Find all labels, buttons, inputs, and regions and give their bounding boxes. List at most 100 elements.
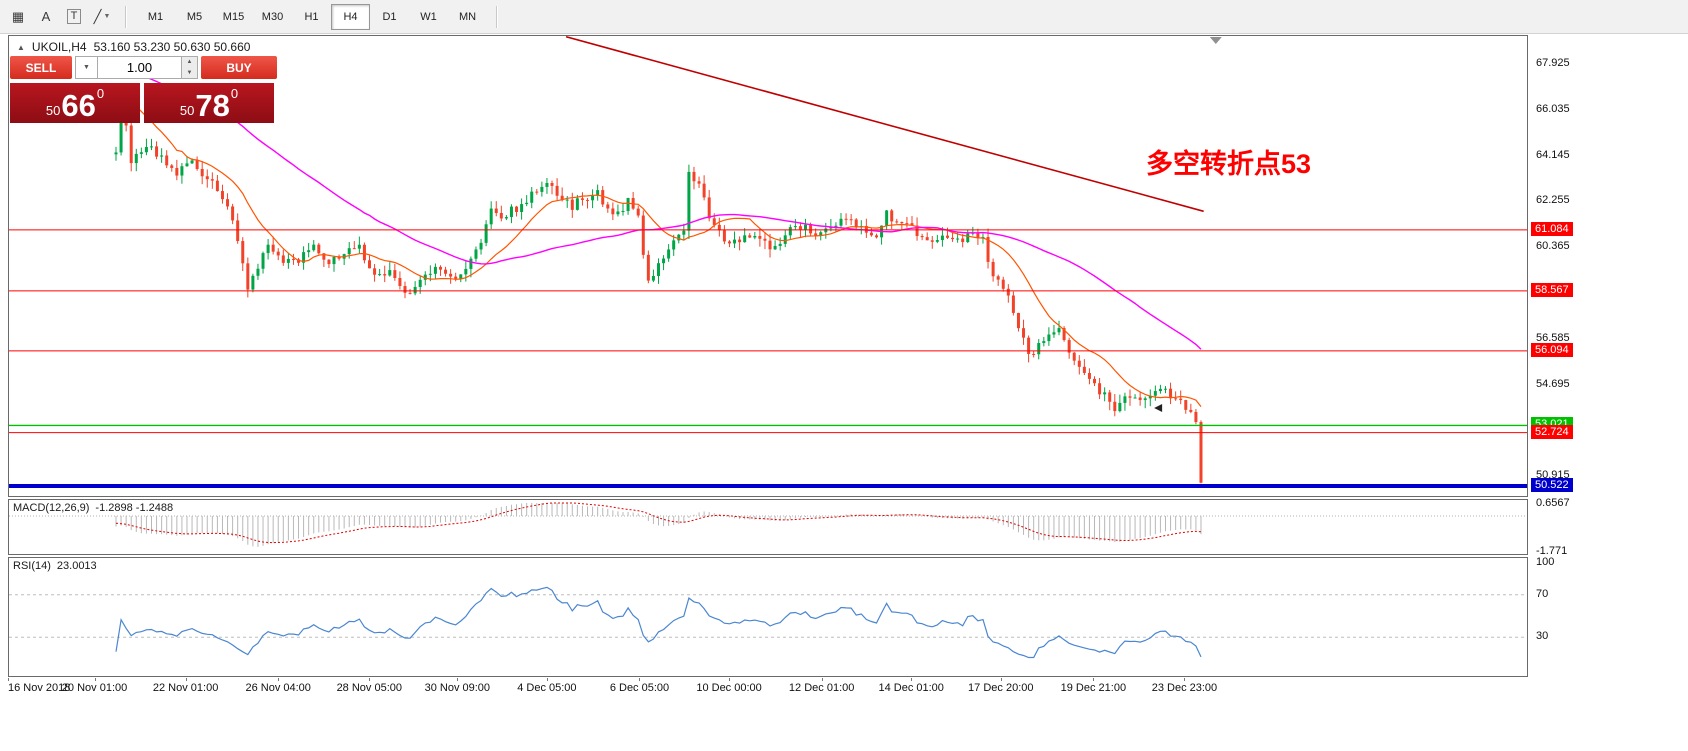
price-line-badge: 61.084	[1531, 221, 1573, 236]
quote-row: 50 66 0 50 78 0	[10, 83, 277, 123]
macd-values: -1.2898 -1.2488	[95, 502, 174, 514]
timeframe-m1[interactable]: M1	[147, 10, 164, 23]
price-line-badge: 52.724	[1531, 424, 1573, 439]
time-tick	[821, 678, 823, 681]
stepper-up-icon[interactable]: ▲	[182, 57, 197, 68]
time-tick	[639, 678, 641, 681]
macd-axis[interactable]: 0.6567 -1.771	[1527, 497, 1688, 557]
time-tick	[278, 678, 280, 681]
bid-quote[interactable]: 50 66 0	[10, 83, 140, 123]
chart-shift-marker-icon	[1209, 37, 1222, 44]
timeframe-w1[interactable]: W1	[420, 10, 437, 23]
time-tick	[8, 678, 9, 681]
volume-stepper[interactable]: ▲ ▼	[182, 56, 198, 79]
time-label: 28 Nov 05:00	[336, 682, 402, 694]
price-tick-label: 66.035	[1536, 102, 1570, 115]
time-label: 26 Nov 04:00	[245, 682, 311, 694]
price-line-badge: 50.522	[1531, 478, 1573, 492]
timeframe-m15[interactable]: M15	[222, 10, 245, 23]
time-tick	[457, 678, 459, 681]
ask-quote[interactable]: 50 78 0	[144, 83, 274, 123]
time-tick	[1000, 678, 1002, 681]
timeframe-h4[interactable]: H4	[331, 3, 370, 30]
symbol-label: UKOIL,H4	[31, 40, 87, 54]
price-tick-label: 67.925	[1536, 57, 1570, 69]
descending-trendline	[565, 36, 1204, 213]
time-tick	[546, 678, 548, 681]
time-label: 12 Dec 01:00	[788, 682, 855, 694]
bid-small-digits: 50	[45, 103, 61, 118]
macd-svg[interactable]	[9, 500, 1527, 554]
timeframe-h1[interactable]: H1	[304, 10, 319, 23]
drawing-tools-group: ▦ A T ╱ ▼	[0, 5, 120, 29]
time-label: 22 Nov 01:00	[152, 682, 219, 694]
time-tick	[369, 678, 371, 681]
volume-dropdown[interactable]: ▼	[75, 56, 98, 79]
trade-row: SELL ▼ ▲ ▼ BUY	[10, 56, 277, 79]
toolbar-separator	[496, 5, 498, 28]
sell-button[interactable]: SELL	[10, 56, 72, 79]
chevron-down-icon: ▼	[103, 13, 111, 20]
stepper-down-icon[interactable]: ▼	[182, 67, 197, 78]
timeframe-buttons: M1 M5 M15 M30 H1 H4 D1 W1 MN	[132, 3, 491, 30]
rsi-values: 23.0013	[56, 560, 97, 572]
grid-tool-icon[interactable]: ▦	[11, 8, 25, 24]
ma-slow-line	[115, 64, 1202, 350]
text-tool-icon[interactable]: A	[41, 9, 51, 24]
rsi-svg[interactable]	[9, 558, 1527, 676]
time-axis[interactable]: 16 Nov 2018 20 Nov 01:00 22 Nov 01:00 26 No…	[8, 678, 1526, 696]
toolbar-separator	[125, 5, 127, 28]
time-tick	[94, 678, 96, 681]
toolbar: ▦ A T ╱ ▼ M1 M5 M15 M30 H1 H4 D1 W1 MN	[0, 0, 1688, 34]
price-chart-svg[interactable]	[9, 36, 1527, 496]
main-chart-panel[interactable]: ▲ UKOIL,H4 53.160 53.230 50.630 50.660 S…	[8, 35, 1528, 497]
bid-big-digits: 66	[61, 88, 96, 123]
macd-axis-label: 0.6567	[1536, 497, 1570, 509]
price-axis[interactable]: 67.925 66.035 64.145 62.255 60.365 56.585 54.6…	[1527, 35, 1688, 497]
left-arrow-marker-icon	[1154, 403, 1163, 412]
price-tick-label: 62.255	[1536, 194, 1570, 207]
ma-fast-line	[115, 89, 1202, 407]
rsi-axis-label: 30	[1536, 630, 1549, 643]
rsi-line	[115, 586, 1202, 659]
time-label: 4 Dec 05:00	[517, 682, 577, 694]
timeframe-m30[interactable]: M30	[261, 10, 284, 23]
price-line-badge: 58.567	[1531, 282, 1573, 297]
rsi-axis[interactable]: 100 70 30	[1527, 556, 1688, 677]
chart-header: ▲ UKOIL,H4 53.160 53.230 50.630 50.660	[17, 40, 250, 54]
volume-input[interactable]	[98, 56, 182, 79]
time-label: 19 Dec 21:00	[1060, 682, 1127, 694]
one-click-collapse-icon[interactable]: ▲	[17, 42, 25, 52]
rsi-label: RSI(14) 23.0013	[13, 560, 97, 572]
time-tick	[185, 678, 187, 681]
time-label: 23 Dec 23:00	[1151, 682, 1218, 694]
timeframe-mn[interactable]: MN	[458, 10, 477, 23]
bid-sup-digit: 0	[96, 86, 105, 101]
price-tick-label: 60.365	[1536, 240, 1570, 253]
one-click-trading-panel: SELL ▼ ▲ ▼ BUY 50 66 0 50 78 0	[10, 56, 277, 123]
time-label: 20 Nov 01:00	[61, 682, 128, 694]
chevron-down-icon: ▼	[83, 64, 90, 71]
time-tick	[1184, 678, 1186, 681]
time-label: 16 Nov 2018	[8, 682, 71, 694]
buy-button[interactable]: BUY	[201, 56, 277, 79]
price-tick-label: 64.145	[1536, 148, 1570, 161]
macd-panel[interactable]: MACD(12,26,9) -1.2898 -1.2488	[8, 499, 1528, 555]
chart-annotation-text: 多空转折点53	[1146, 149, 1312, 179]
rsi-panel[interactable]: RSI(14) 23.0013	[8, 557, 1528, 677]
macd-axis-label: -1.771	[1536, 545, 1568, 557]
ask-small-digits: 50	[179, 103, 195, 118]
price-line-badge: 56.094	[1531, 342, 1573, 357]
label-tool-icon[interactable]: T	[61, 5, 87, 29]
time-tick	[729, 678, 731, 681]
price-tick-label: 56.585	[1536, 331, 1570, 344]
time-label: 30 Nov 09:00	[424, 682, 491, 694]
time-label: 10 Dec 00:00	[696, 682, 762, 694]
time-label: 6 Dec 05:00	[609, 682, 670, 694]
price-tick-label: 54.695	[1536, 377, 1570, 390]
timeframe-m5[interactable]: M5	[186, 10, 203, 23]
time-label: 14 Dec 01:00	[878, 682, 944, 694]
time-tick	[1093, 678, 1095, 681]
timeframe-d1[interactable]: D1	[382, 10, 397, 23]
draw-tool-icon[interactable]: ╱ ▼	[93, 8, 111, 24]
